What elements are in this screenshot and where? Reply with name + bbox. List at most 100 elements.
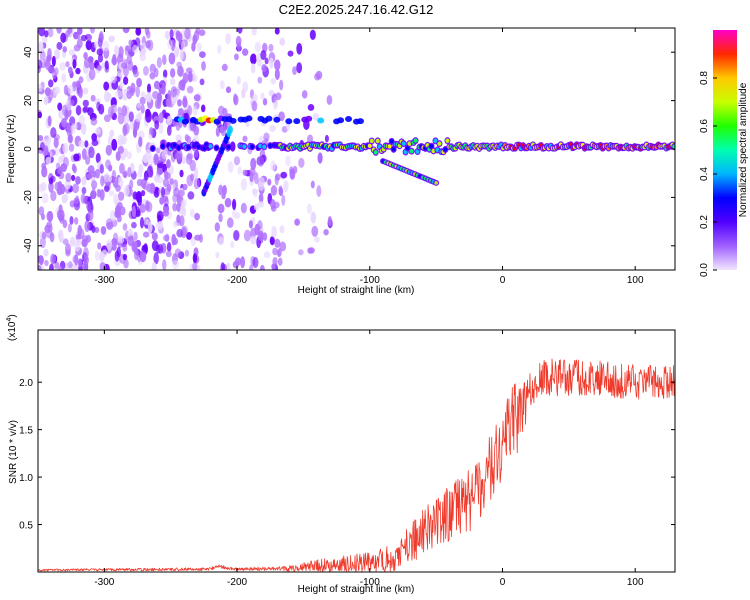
spectrogram-cell [122,28,130,34]
spectrogram-cell [443,147,448,152]
spectrogram-cell [67,133,74,144]
spectrogram-cell [176,145,181,150]
spectrogram-cell [80,193,86,204]
spectrogram-cell [72,165,77,174]
spectrogram-cell [259,264,265,270]
spectrogram-cell [184,249,190,257]
spectrogram-cell [175,32,183,42]
spectrogram-cell [122,93,128,101]
spectrogram-cell [75,239,82,246]
spectrogram-cell [96,48,103,56]
spectrogram-cell [278,185,283,196]
spectrogram-cell [122,223,128,231]
spectrogram-cell [127,166,132,178]
spectrogram-cell [182,95,188,105]
spectrogram-cell [131,241,138,253]
spectrogram-cell [75,80,81,88]
spectrogram-cell [133,122,140,131]
spectrogram-cell [98,103,105,115]
spectrogram-cell [49,263,54,270]
spectrogram-cell [139,217,144,229]
spectrogram-cell [230,240,235,249]
spectrogram-cell [217,203,225,214]
spectrogram-cell [145,201,153,213]
spectrogram-cell [162,259,167,270]
spectrogram-cell [114,45,120,56]
spectrogram-cell [156,210,164,222]
spectrogram-cell [75,67,81,75]
spectrogram-cell [194,212,201,221]
spectrogram-cell [181,199,187,207]
spectrogram-cell [90,117,98,126]
spectrogram-cell [60,32,67,44]
spectrogram-cell [91,187,96,199]
spectrogram-cell [88,61,95,70]
spectrogram-cell [142,153,150,164]
spectrogram-cell [69,99,75,106]
spectrogram-cell [176,214,181,224]
spectrogram-cell [187,191,195,200]
spectrogram-cell [279,225,285,234]
spectrogram-cell [356,118,364,125]
spectrogram-cell [48,88,54,101]
spectrogram-cell [262,144,267,150]
spectrogram-cell [131,221,137,229]
spectrogram-cell [94,226,100,233]
spectrogram-cell [233,156,241,166]
spectrogram-cell [100,175,105,187]
spectrogram-cell [166,115,173,126]
spectrogram-cell [51,55,56,67]
spectrogram-cell [99,31,104,42]
spectrogram-cell [409,148,414,154]
spectrogram-cell [43,248,49,257]
spectrogram-cell [271,94,277,103]
spectrogram-cell [46,230,53,239]
spectrogram-cell [161,149,168,160]
spectrogram-cell [222,185,227,196]
spectrogram-cell [158,112,164,124]
spectrogram-cell [268,43,274,52]
spectrogram-cell [429,143,434,149]
spectrogram-cell [145,40,151,49]
spectrogram-cell [672,144,675,149]
spectrogram-cell [48,181,54,193]
spectrogram-cell [96,64,102,72]
spectrogram-cell [271,225,277,238]
spectrogram-cell [46,210,54,222]
spectrogram-cell [62,104,68,116]
spectrogram-heatmap [38,28,675,270]
spectrogram-cell [229,117,237,124]
spectrogram-cell [169,29,174,40]
spectrogram-cell [142,231,150,238]
spectrogram-cell [306,134,314,144]
spectrogram-cell [75,105,82,116]
spectrogram-cell [186,153,194,160]
spectrogram-cell [167,89,172,101]
spectrogram-cell [189,208,195,218]
spectrogram-cell [192,261,198,270]
x-tick-label: 0 [500,275,506,286]
spectrogram-cell [72,81,77,88]
spectrogram-cell [167,39,173,50]
spectrogram-cell [277,257,283,266]
spectrogram-cell [445,138,450,143]
spectrogram-cell [257,220,263,230]
spectrogram-cell [70,123,77,135]
spectrogram-cell [250,53,257,65]
spectrogram-cell [123,123,130,135]
spectrogram-cell [41,192,49,204]
spectrogram-cell [99,163,105,174]
spectrogram-cell [69,240,77,247]
spectrogram-cell [221,63,228,72]
spectrogram-cell [387,144,392,149]
spectrogram-cell [135,28,142,36]
spectrogram-cell [67,84,74,95]
spectrogram-cell [401,141,406,146]
spectrogram-cell [88,68,96,81]
spectrogram-cell [161,83,166,95]
spectrogram-cell [44,30,49,38]
spectrogram-cell [117,112,125,125]
spectrogram-cell [63,84,69,96]
spectrogram-cell [208,144,213,149]
